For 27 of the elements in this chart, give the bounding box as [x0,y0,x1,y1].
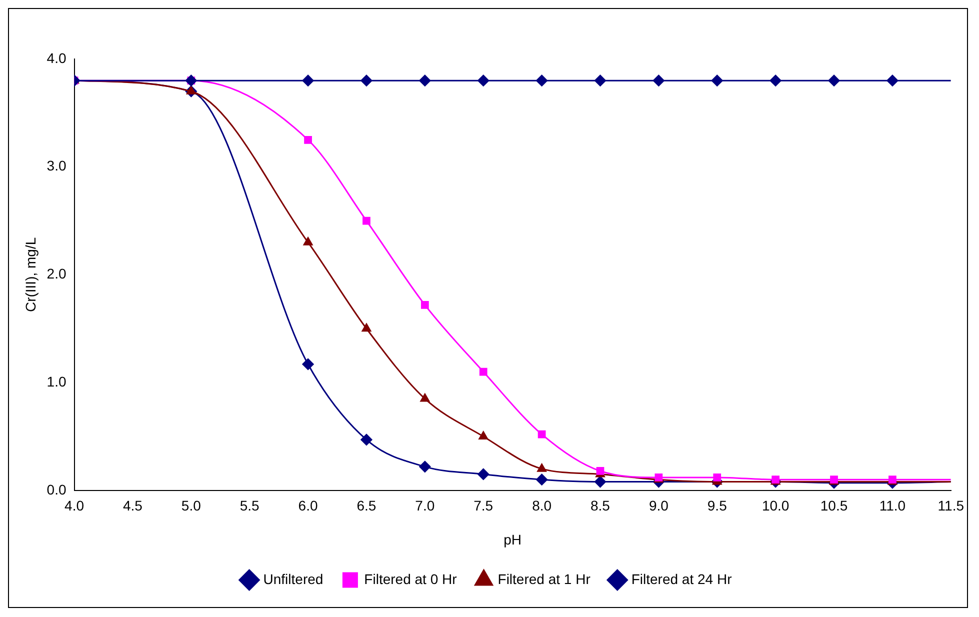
x-tick-label: 11.5 [938,498,964,514]
x-tick-label: 4.0 [64,498,84,514]
x-tick-label: 10.5 [820,498,848,514]
legend-label: Filtered at 1 Hr [498,570,591,587]
x-tick-label: 9.5 [707,498,728,514]
y-axis-title: Cr(III), mg/L [22,237,38,312]
x-tick-label: 7.5 [474,498,494,514]
x-tick-label: 4.5 [122,498,143,514]
x-tick-label: 7.0 [415,498,435,514]
y-tick-label: 4.0 [46,50,66,66]
x-tick-label: 8.5 [590,498,610,514]
y-tick-label: 1.0 [46,373,66,390]
x-tick-label: 6.5 [356,498,376,514]
x-tick-label: 6.0 [298,498,318,514]
legend-label: Filtered at 24 Hr [631,570,732,587]
y-tick-label: 3.0 [46,158,66,174]
x-tick-label: 11.0 [879,498,906,514]
x-tick-label: 10.0 [762,498,790,514]
legend-label: Filtered at 0 Hr [364,570,458,587]
x-tick-label: 9.0 [648,498,669,514]
legend-label: Unfiltered [263,570,324,587]
x-axis-title: pH [504,531,522,548]
y-tick-label: 0.0 [46,481,66,498]
x-tick-label: 5.0 [181,498,202,514]
y-tick-label: 2.0 [46,266,66,282]
x-tick-label: 8.0 [532,498,552,514]
x-tick-label: 5.5 [240,498,260,514]
